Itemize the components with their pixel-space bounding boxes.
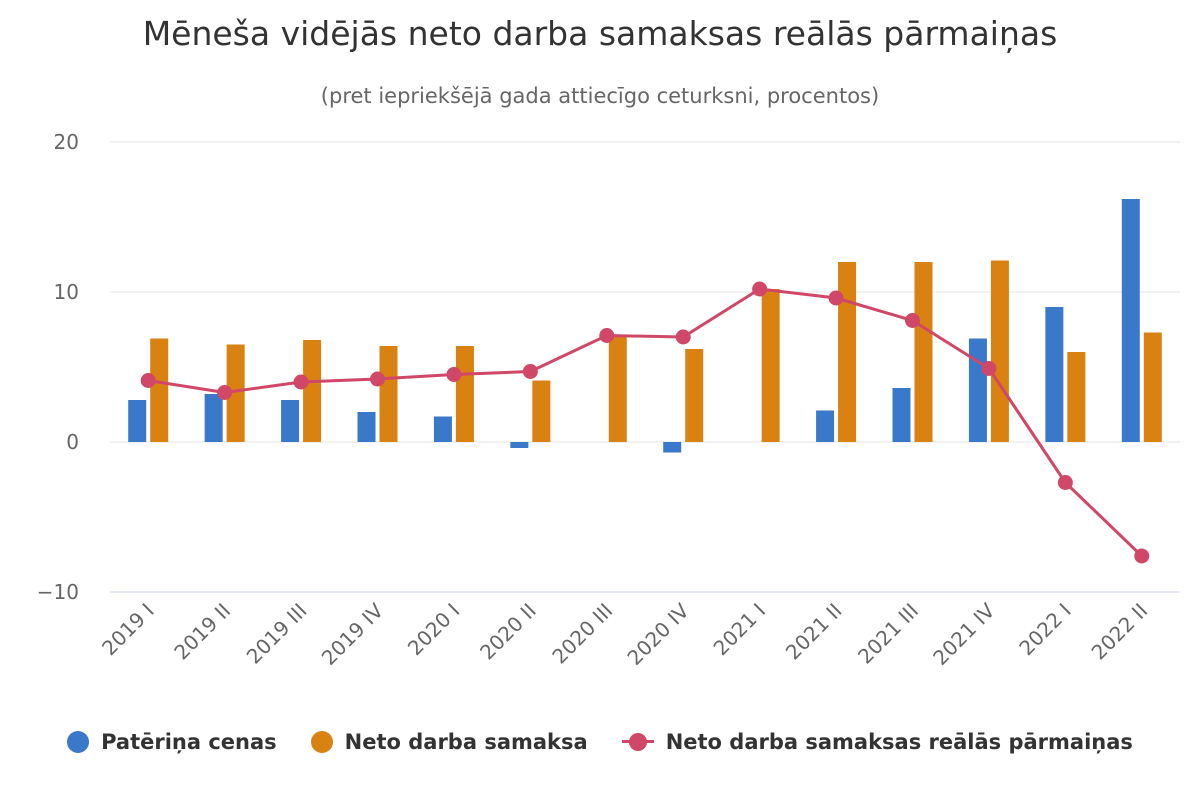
point-real-change xyxy=(446,367,462,382)
bar-net-wage xyxy=(1067,352,1086,442)
bar-net-wage xyxy=(532,380,551,442)
x-tick-label: 2019 I xyxy=(97,599,159,661)
x-tick-label: 2021 I xyxy=(709,599,771,661)
bar-net-wage xyxy=(226,344,245,442)
bar-consumer-prices xyxy=(1045,307,1064,442)
bar-net-wage xyxy=(761,289,780,442)
bar-net-wage xyxy=(303,340,322,442)
legend-label-net-wage: Neto darba samaksa xyxy=(344,730,588,754)
point-real-change xyxy=(599,328,615,343)
bar-net-wage xyxy=(914,262,933,442)
point-real-change xyxy=(1134,548,1150,564)
line-real-change xyxy=(147,287,1143,558)
point-real-change xyxy=(522,364,538,379)
x-tick-label: 2020 I xyxy=(403,599,465,661)
bar-net-wage xyxy=(608,335,627,442)
legend-swatch-consumer-prices xyxy=(67,731,90,753)
bar-consumer-prices xyxy=(968,338,987,442)
y-axis-ticks: 20 10 0 −10 xyxy=(37,130,79,604)
point-real-change xyxy=(675,329,691,345)
legend-item-net-wage[interactable]: Neto darba samaksa xyxy=(310,730,588,754)
point-real-change xyxy=(370,371,385,387)
point-real-change xyxy=(1057,475,1073,490)
x-tick-label: 2019 II xyxy=(169,599,235,665)
x-tick-label: 2022 II xyxy=(1087,599,1153,665)
point-real-change xyxy=(140,373,156,388)
y-tick-label: 20 xyxy=(54,130,79,154)
bar-consumer-prices xyxy=(128,400,147,442)
bar-net-wage xyxy=(379,346,398,442)
x-tick-label: 2021 IV xyxy=(928,598,1000,670)
point-real-change xyxy=(217,385,233,400)
legend-label-real-change: Neto darba samaksas reālās pārmaiņas xyxy=(665,730,1133,754)
y-tick-label: −10 xyxy=(37,580,79,604)
bar-consumer-prices xyxy=(663,442,682,453)
bar-net-wage xyxy=(685,349,704,442)
point-real-change xyxy=(293,374,309,390)
bar-net-wage xyxy=(838,262,857,442)
bars xyxy=(128,199,1162,453)
bar-consumer-prices xyxy=(892,388,911,442)
bar-consumer-prices xyxy=(357,412,376,442)
legend-swatch-net-wage xyxy=(310,731,333,753)
x-tick-label: 2020 IV xyxy=(622,598,694,670)
bar-consumer-prices xyxy=(281,400,300,442)
point-real-change xyxy=(981,361,997,376)
y-tick-label: 0 xyxy=(66,430,79,454)
bar-consumer-prices xyxy=(510,442,529,448)
x-tick-label: 2022 I xyxy=(1014,599,1076,661)
y-tick-label: 10 xyxy=(54,280,79,304)
grid-lines xyxy=(110,141,1180,593)
point-real-change xyxy=(752,281,768,297)
bar-net-wage xyxy=(990,260,1009,442)
bar-net-wage xyxy=(150,338,169,442)
chart-subtitle: (pret iepriekšējā gada attiecīgo ceturks… xyxy=(320,84,880,108)
line-series xyxy=(140,281,1150,564)
bar-consumer-prices xyxy=(204,394,223,442)
x-tick-label: 2020 III xyxy=(547,599,617,669)
bar-consumer-prices xyxy=(816,410,835,442)
chart-title: Mēneša vidējās neto darba samaksas reālā… xyxy=(142,14,1058,53)
legend-item-real-change[interactable]: Neto darba samaksas reālās pārmaiņas xyxy=(621,730,1133,754)
bar-consumer-prices xyxy=(433,416,452,442)
point-real-change xyxy=(905,313,920,328)
bar-net-wage xyxy=(1143,332,1162,442)
x-tick-label: 2020 II xyxy=(475,599,541,665)
x-axis-ticks: 2019 I 2019 II 2019 III 2019 IV 2020 I 2020 I… xyxy=(97,598,1152,670)
legend-swatch-real-change xyxy=(621,731,654,753)
x-tick-label: 2021 III xyxy=(853,599,923,669)
legend-item-consumer-prices[interactable]: Patēriņa cenas xyxy=(67,730,277,754)
legend: Patēriņa cenas Neto darba samaksa Neto d… xyxy=(0,724,1200,760)
x-tick-label: 2021 II xyxy=(781,599,847,665)
x-tick-label: 2019 III xyxy=(242,599,312,669)
bar-net-wage xyxy=(455,346,474,442)
x-tick-label: 2019 IV xyxy=(317,598,389,670)
point-real-change xyxy=(828,290,844,306)
legend-label-consumer-prices: Patēriņa cenas xyxy=(101,730,277,754)
bar-consumer-prices xyxy=(1121,199,1140,442)
